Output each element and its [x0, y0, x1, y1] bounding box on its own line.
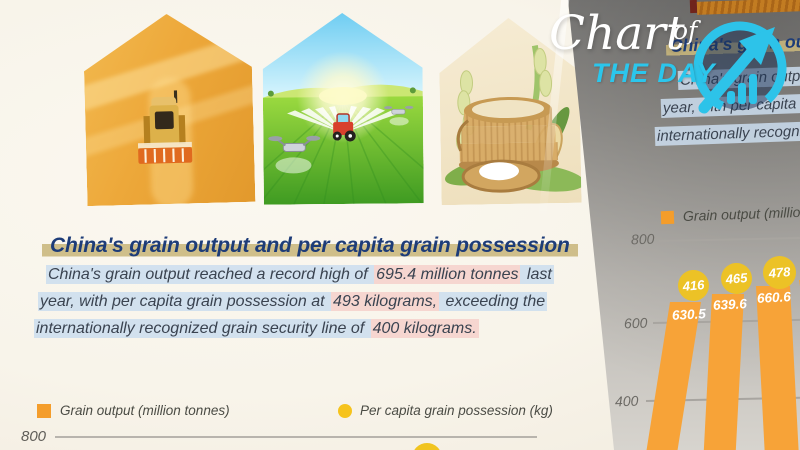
text-run: 400 kilograms.	[370, 319, 479, 338]
wall-copy-ytick-600: 600	[623, 314, 648, 332]
illustration-rice-baskets-panel	[438, 17, 581, 205]
paragraph-line-3: internationally recognized grain securit…	[34, 319, 479, 338]
illustration-smart-farming-panel	[262, 12, 424, 204]
paragraph-line-1: China's grain output reached a record hi…	[46, 265, 554, 284]
bar-value-label: 660.6	[756, 289, 792, 306]
chart-of-the-day-emblem-icon	[693, 21, 787, 115]
legend-per-capita-label: Per capita grain possession (kg)	[360, 403, 553, 418]
up-arrow-icon	[698, 27, 775, 114]
illustration-wheat-harvester-panel	[83, 12, 256, 206]
field-scene	[262, 12, 424, 204]
legend-per-capita-swatch	[338, 404, 352, 418]
main-chart-ytick-800: 800	[21, 428, 47, 445]
main-chart-gridline-800	[55, 436, 537, 438]
wall-copy-legend-square	[660, 210, 675, 225]
combine-harvester-icon	[134, 85, 194, 174]
wall-copy-ytick-400: 400	[614, 392, 639, 410]
logo-word-chart: Chart	[549, 6, 685, 61]
logo-word-the-day: THE DAY	[592, 58, 716, 88]
tractor-icon	[333, 114, 356, 142]
legend-grain-output-swatch	[37, 404, 51, 418]
main-chart-partial-data-point	[412, 443, 442, 450]
bar-value-label: 630.5	[671, 306, 707, 323]
text-run: China's grain output reached a record hi…	[46, 265, 375, 284]
text-run: exceeding the	[439, 292, 548, 311]
infographic-title-text: China's grain output and per capita grai…	[42, 234, 578, 258]
drone-icon-left	[268, 136, 320, 174]
drone-icon-right	[384, 106, 414, 126]
wall-copy-ytick-800: 800	[630, 230, 655, 248]
text-run: last	[520, 265, 554, 284]
rice-basket-scene	[438, 17, 581, 205]
text-run: internationally recognized grain securit…	[34, 319, 371, 338]
logo-word-of: of	[673, 16, 698, 45]
paragraph-line-2: year, with per capita grain possession a…	[38, 292, 548, 311]
legend-grain-output-label: Grain output (million tonnes)	[60, 403, 230, 418]
mini-bar-chart-icon	[727, 74, 757, 104]
text-run: 695.4 million tonnes	[374, 265, 521, 284]
text-run: year, with per capita grain possession a…	[38, 292, 332, 311]
text-run: 493 kilograms,	[331, 292, 440, 311]
bar-value-label: 639.6	[712, 296, 748, 313]
infographic-title: China's grain output and per capita grai…	[42, 234, 578, 258]
